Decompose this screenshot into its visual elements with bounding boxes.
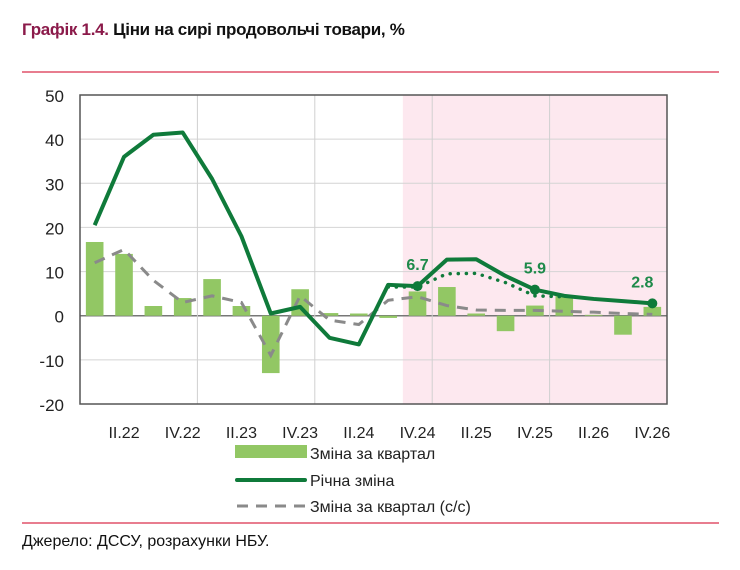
x-tick-label: II.25 [461, 425, 492, 442]
chart-number: Графік 1.4. [22, 20, 109, 39]
legend-label: Зміна за квартал (с/с) [310, 499, 471, 516]
chart-title-text: Ціни на сирі продовольчі товари, % [113, 20, 405, 39]
data-label: 6.7 [406, 257, 428, 274]
y-tick-label: 50 [45, 87, 64, 106]
bar [467, 313, 486, 316]
y-tick-label: 20 [45, 219, 64, 238]
bar [261, 315, 280, 374]
data-point-marker [412, 281, 423, 292]
plot-frame [79, 94, 668, 405]
legend-swatch-bar [235, 445, 307, 458]
bar [643, 306, 662, 316]
y-tick-label: -10 [39, 352, 64, 371]
bar [115, 253, 133, 316]
bar [496, 315, 515, 332]
y-tick-label: 40 [45, 131, 64, 150]
bar [408, 291, 427, 316]
x-tick-label: IV.22 [165, 425, 201, 442]
x-tick-label: IV.26 [634, 425, 670, 442]
y-tick-label: 0 [55, 308, 64, 327]
x-tick-label: IV.25 [517, 425, 553, 442]
x-tick-label: IV.23 [282, 425, 318, 442]
bottom-divider [22, 522, 719, 524]
bar [584, 314, 603, 316]
bar [320, 313, 339, 316]
legend-label: Зміна за квартал [310, 446, 435, 463]
x-tick-label: II.24 [343, 425, 374, 442]
series-line-dotted [386, 271, 567, 299]
x-tick-label: II.23 [226, 425, 257, 442]
data-label: 2.8 [631, 274, 653, 291]
legend-label: Річна зміна [310, 473, 394, 490]
source-note: Джерело: ДССУ, розрахунки НБУ. [22, 533, 270, 550]
x-tick-label: II.22 [108, 425, 139, 442]
bar [85, 241, 104, 316]
data-point-marker [647, 298, 658, 309]
chart-title: Графік 1.4. Ціни на сирі продовольчі тов… [22, 20, 405, 40]
bar [232, 306, 251, 316]
y-tick-label: 10 [45, 264, 64, 283]
forecast-shading [402, 95, 667, 404]
bar [350, 313, 368, 316]
series-line-annual [92, 130, 653, 347]
bar [614, 315, 632, 335]
y-tick-label: 30 [45, 175, 64, 194]
data-point-marker [529, 284, 540, 295]
top-divider [22, 71, 719, 73]
bar [438, 287, 456, 316]
bar [555, 295, 574, 316]
bar [203, 279, 221, 316]
x-tick-label: II.26 [578, 425, 609, 442]
data-label: 5.9 [524, 261, 546, 278]
bar [144, 306, 163, 316]
x-tick-label: IV.24 [400, 425, 436, 442]
bar [379, 315, 397, 318]
y-tick-label: -20 [39, 396, 64, 415]
